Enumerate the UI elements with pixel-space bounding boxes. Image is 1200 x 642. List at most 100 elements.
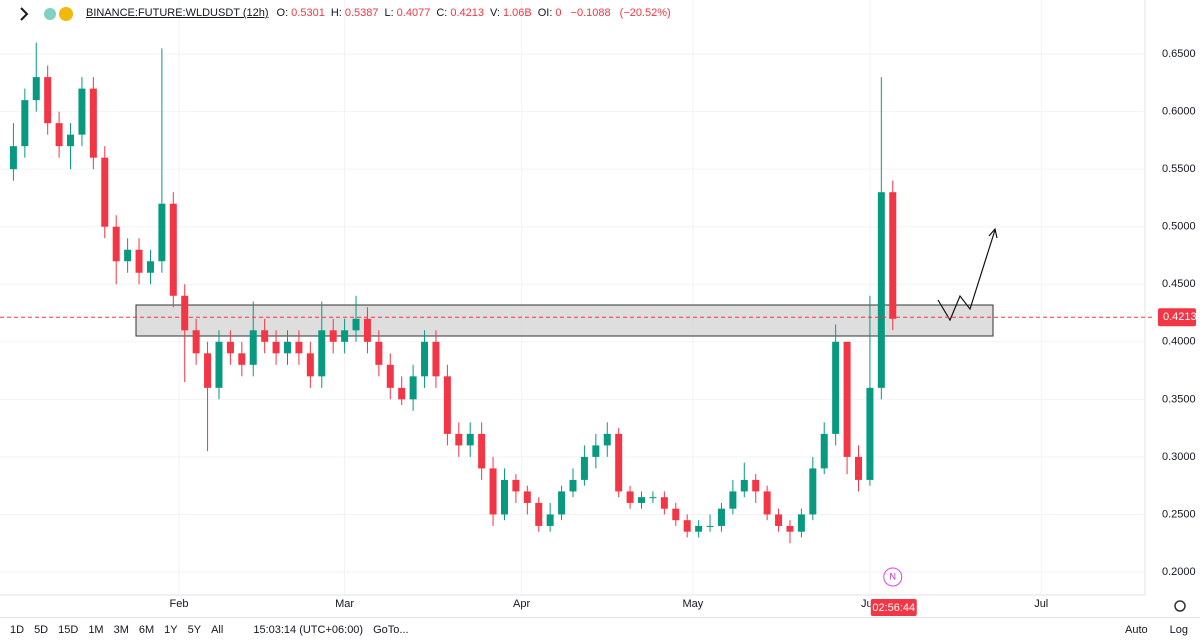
- range-button[interactable]: 5Y: [187, 624, 202, 636]
- settings-icon[interactable]: [1174, 600, 1186, 612]
- candle-body: [683, 520, 691, 532]
- candle-body: [558, 491, 566, 515]
- candle-body: [512, 479, 520, 492]
- candle-body: [855, 456, 862, 480]
- candle-body: [158, 203, 166, 262]
- candle-body: [101, 157, 109, 227]
- candle-body: [706, 525, 714, 527]
- chevron[interactable]: [20, 7, 29, 21]
- clock: 15:03:14 (UTC+06:00): [253, 624, 364, 636]
- candle-body: [124, 249, 132, 262]
- candle-body: [352, 318, 360, 331]
- candle-body: [318, 330, 326, 377]
- y-tick-label: 0.6500: [1162, 48, 1196, 60]
- candle-body: [89, 88, 97, 158]
- candle-body: [306, 353, 314, 377]
- scale-mode[interactable]: Auto: [1125, 624, 1148, 636]
- candle-body: [478, 433, 486, 469]
- candle-body: [877, 192, 885, 388]
- range-button[interactable]: All: [211, 624, 224, 636]
- range-button[interactable]: 1D: [10, 624, 25, 636]
- candle-body: [455, 433, 463, 446]
- x-tick-label: Jul: [1034, 598, 1048, 610]
- candle-body: [135, 249, 143, 273]
- candle-body: [615, 433, 623, 492]
- field-value: 0.4213: [450, 7, 484, 19]
- candle-body: [466, 433, 474, 446]
- candle-body: [672, 508, 680, 521]
- candle-body: [889, 192, 897, 319]
- range-button[interactable]: 1Y: [164, 624, 178, 636]
- range-button[interactable]: 5D: [34, 624, 49, 636]
- y-tick-label: 0.3500: [1162, 393, 1196, 405]
- candle-body: [32, 77, 40, 101]
- toolbar: 1D 5D 15D 1M 3M 6M 1Y 5Y All 15:03:14 (UTC+06:00)…: [0, 617, 1200, 642]
- candle-body: [500, 479, 508, 515]
- candle-body: [21, 100, 29, 147]
- field-label: OI:: [537, 7, 553, 19]
- x-tick-label: May: [683, 598, 704, 610]
- candle-body: [67, 134, 75, 147]
- range-button[interactable]: 1M: [88, 624, 104, 636]
- candle-body: [249, 330, 257, 365]
- candle-body: [272, 341, 280, 354]
- ohlc-fields: O: 0.5301 H: 0.5387 L: 0.4077 C: 0.4213 V: 1.06B O…: [277, 7, 568, 19]
- candle-body: [535, 502, 543, 526]
- candle-body: [9, 146, 17, 170]
- change: −0.1088: [570, 7, 611, 19]
- candle-body: [443, 376, 451, 434]
- candle-body: [603, 433, 611, 446]
- candle-body: [729, 491, 737, 509]
- range-button[interactable]: 15D: [58, 624, 79, 636]
- candle-body: [295, 341, 303, 354]
- candle-body: [261, 330, 269, 342]
- y-tick-label: 0.5000: [1162, 221, 1196, 233]
- change-pct: (−20.52%): [619, 7, 671, 19]
- countdown: 02:56:44: [872, 602, 915, 614]
- arrow: [937, 229, 996, 322]
- x-tick-label: Feb: [170, 598, 189, 610]
- candle-body: [740, 479, 748, 492]
- symbol[interactable]: BINANCE:FUTURE:WLDUSDT (12h): [86, 7, 269, 19]
- field-label: H:: [330, 7, 342, 19]
- candle-body: [44, 77, 52, 124]
- field-label: C:: [436, 7, 448, 19]
- y-tick-label: 0.2500: [1162, 508, 1196, 520]
- range-button[interactable]: 6M: [138, 624, 155, 636]
- candle-body: [181, 295, 189, 331]
- header: BINANCE:FUTURE:WLDUSDT (12h) O: 0.5301 H: 0…: [0, 0, 677, 26]
- candle-body: [204, 353, 212, 388]
- candle-body: [546, 514, 554, 526]
- candle-body: [752, 479, 760, 492]
- field-label: O:: [276, 7, 289, 19]
- candle-body: [580, 456, 588, 480]
- coin-icon: [44, 8, 56, 20]
- candle-body: [763, 491, 771, 515]
- candle-body: [341, 330, 349, 342]
- scale-mode[interactable]: Log: [1169, 624, 1188, 636]
- y-tick-label: 0.5500: [1162, 163, 1196, 175]
- candle-body: [409, 376, 417, 400]
- candle-body: [421, 341, 429, 377]
- goto-button[interactable]: GoTo...: [373, 624, 409, 636]
- field-value: 0.5301: [291, 7, 325, 19]
- coin-icon: [59, 7, 73, 21]
- candle-body: [717, 508, 725, 526]
- candle-body: [363, 318, 371, 342]
- field-value: 0.4077: [396, 7, 431, 19]
- candle-body: [809, 468, 817, 515]
- x-tick-label: Apr: [513, 598, 530, 610]
- candle-body: [866, 387, 874, 480]
- candle-body: [775, 514, 783, 526]
- range-button[interactable]: 3M: [113, 624, 129, 636]
- candle-body: [660, 497, 668, 509]
- candle-body: [169, 203, 177, 296]
- field-value: 0: [555, 7, 562, 19]
- field-value: 0.5387: [344, 7, 379, 19]
- candle-body: [638, 497, 646, 503]
- y-tick-label: 0.2000: [1162, 566, 1196, 578]
- candle-body: [569, 479, 577, 492]
- candle-body: [375, 341, 383, 365]
- candle-body: [386, 364, 394, 388]
